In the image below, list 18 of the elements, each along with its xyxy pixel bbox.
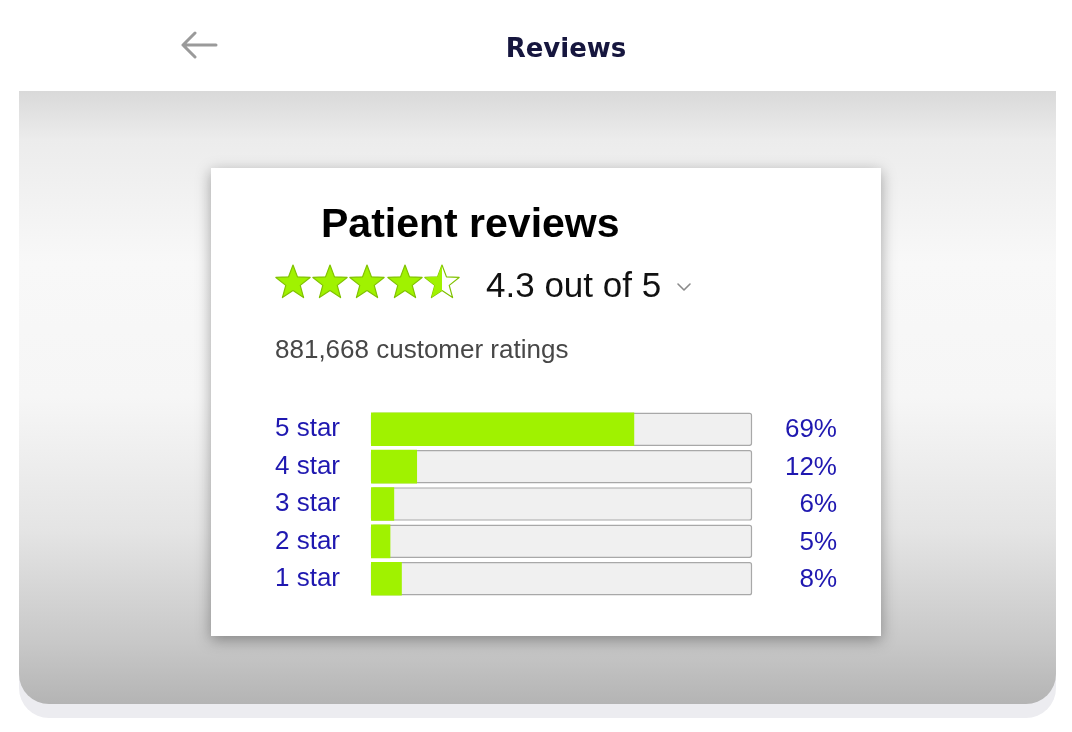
data-label: 12% [784, 450, 837, 481]
data-label: 6% [799, 488, 837, 519]
chart-subtitle: 4.3 out of 5 [486, 265, 662, 304]
text: Reviews [504, 33, 628, 63]
bar [371, 449, 418, 484]
y-tick-label: 3 star [275, 487, 341, 518]
y-tick-label: 4 star [275, 449, 341, 480]
text: 881,668 customer ratings [275, 334, 569, 364]
bar [371, 561, 402, 596]
y-tick-label: 1 star [275, 561, 341, 592]
chart-title: Patient reviews [321, 200, 620, 246]
data-label: 8% [799, 562, 837, 593]
data-label: 69% [784, 413, 837, 444]
bar [371, 487, 395, 521]
bar [371, 524, 391, 559]
y-tick-label: 2 star [275, 524, 341, 555]
y-tick-label: 5 star [275, 412, 341, 443]
data-label: 5% [799, 525, 837, 556]
